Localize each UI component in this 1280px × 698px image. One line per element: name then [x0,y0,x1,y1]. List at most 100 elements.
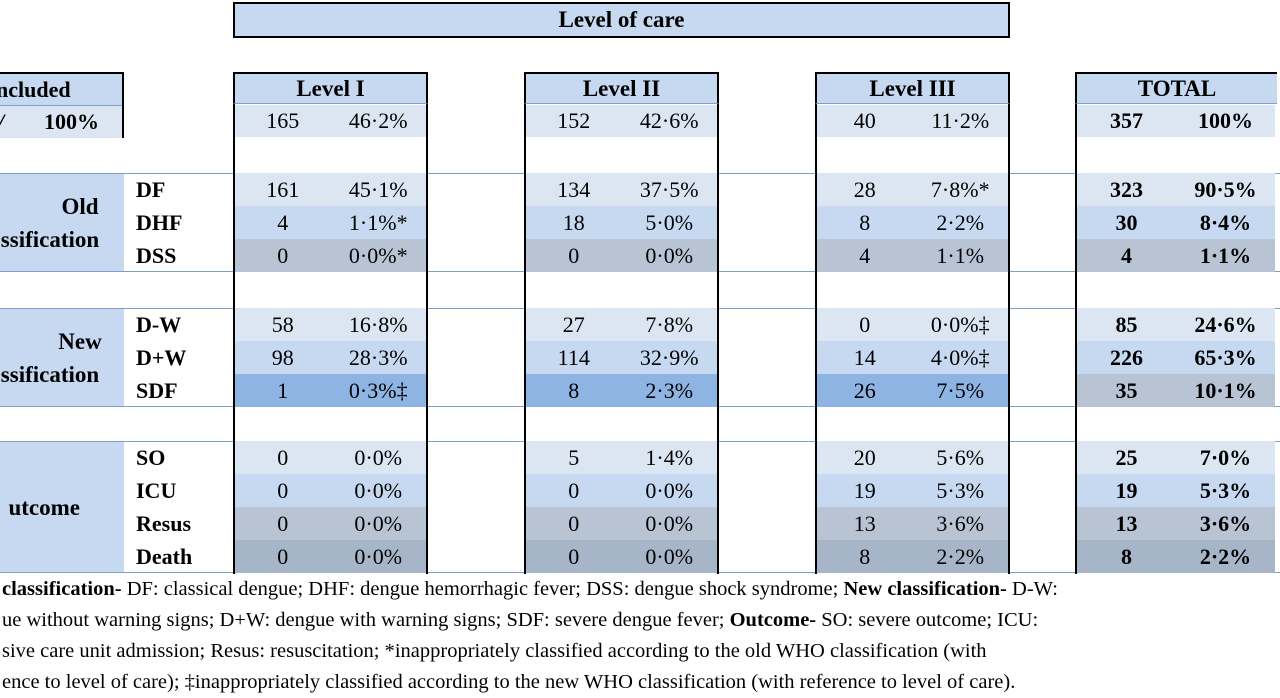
group-label: New ssification [0,308,124,407]
table-row: 20 5·6% [817,441,1008,474]
percent-cell: 0·3%‡ [348,377,408,403]
row-label: SDF [136,377,178,403]
percent-cell: 0·0% [645,477,694,503]
percent-cell: 2·3% [645,377,694,403]
level-n: 357 [1110,108,1143,133]
count-cell: 85 [1115,311,1138,337]
count-cell: 323 [1110,176,1143,202]
count-cell: 8 [859,543,871,569]
row-label: D-W [136,311,182,337]
table-row: 19 5·3% [1077,474,1275,507]
level-n-row: 40 11·2% [817,105,1008,137]
percent-cell: 0·0%‡ [930,311,990,337]
table-row: 13 3·6% [817,507,1008,540]
level-n: 40 [853,108,876,133]
count-cell: 14 [853,344,876,370]
row-label: DSS [136,242,177,268]
table-row: 0 0·0% [526,540,717,573]
level-pct: 100% [1198,108,1253,133]
percent-cell: 5·0% [645,209,694,235]
table-row: 114 32·9% [526,341,717,374]
percent-cell: 2·2% [936,209,985,235]
percent-cell: 8·4% [1199,209,1252,235]
count-cell: 0 [568,477,580,503]
count-cell: 4 [1121,242,1132,268]
percent-cell: 7·8% [645,311,694,337]
percent-cell: 2·2% [936,543,985,569]
included-box: ncluded / 100% [0,72,124,138]
percent-cell: 90·5% [1194,176,1257,202]
percent-cell: 2·2% [1199,543,1252,569]
table-row: 19 5·3% [817,474,1008,507]
percent-cell: 7·0% [1199,444,1252,470]
level-pct: 11·2% [931,108,990,133]
percent-cell: 24·6% [1194,311,1257,337]
percent-cell: 28·3% [348,344,408,370]
count-cell: 0 [277,242,289,268]
table-row: 28 7·8%* [817,173,1008,206]
percent-cell: 0·0% [354,510,403,536]
count-cell: 5 [568,444,580,470]
table-row: 4 1·1% [1077,239,1275,272]
percent-cell: 16·8% [348,311,408,337]
count-cell: 35 [1115,377,1138,403]
footnote-line-4: ence to level of care); ‡inappropriately… [2,671,1016,693]
level-n-row: 165 46·2% [235,105,426,137]
percent-cell: 0·0% [645,242,694,268]
group-label-text: Old [61,193,99,219]
percent-cell: 4·0%‡ [930,344,990,370]
row-label: Death [136,543,193,569]
table-row: 5 1·4% [526,441,717,474]
count-cell: 0 [277,477,289,503]
percent-cell: 10·1% [1194,377,1257,403]
table-row: 0 0·0%* [235,239,426,272]
level-name: Level II [582,75,661,101]
count-cell: 8 [859,209,871,235]
count-cell: 161 [266,176,300,202]
percent-cell: 65·3% [1194,344,1257,370]
table-row: 8 2·2% [817,540,1008,573]
percent-cell: 0·0% [645,543,694,569]
count-cell: 25 [1115,444,1138,470]
count-cell: 98 [271,344,294,370]
count-cell: 30 [1115,209,1138,235]
row-label: Resus [136,510,192,536]
percent-cell: 1·1% [1199,242,1252,268]
percent-cell: 7·5% [936,377,985,403]
table-row: 1 0·3%‡ [235,374,426,407]
count-cell: 0 [277,543,289,569]
table-row: 4 1·1% [817,239,1008,272]
level-header: Level I [233,72,428,104]
count-cell: 8 [1121,543,1132,569]
row-label: DHF [136,209,183,235]
table-row: 226 65·3% [1077,341,1275,374]
count-cell: 19 [1115,477,1138,503]
count-cell: 0 [568,510,580,536]
percent-cell: 0·0% [354,543,403,569]
table-row: 18 5·0% [526,206,717,239]
footnote-line-2: ue without warning signs; D+W: dengue wi… [2,609,1039,631]
percent-cell: 1·4% [645,444,694,470]
level-name: Level III [869,75,956,101]
table-row: 0 0·0% [235,441,426,474]
level-n: 165 [266,108,300,133]
footnote: classification- DF: classical dengue; DH… [2,574,1280,698]
level-header: TOTAL [1075,72,1277,104]
count-cell: 114 [557,344,590,370]
footnote-line-3: sive care unit admission; Resus: resusci… [2,640,987,662]
count-cell: 13 [1115,510,1138,536]
percent-cell: 3·6% [1199,510,1252,536]
level-n-row: 357 100% [1077,105,1275,137]
percent-cell: 1·1% [936,242,985,268]
table-row: 35 10·1% [1077,374,1275,407]
row-label: D+W [136,344,187,370]
included-header: ncluded [0,74,122,106]
count-cell: 19 [853,477,876,503]
table-row: 58 16·8% [235,308,426,341]
table-row: 0 0·0% [526,239,717,272]
count-cell: 27 [562,311,585,337]
table-row: 26 7·5% [817,374,1008,407]
count-cell: 4 [277,209,289,235]
count-cell: 0 [568,242,580,268]
count-cell: 28 [853,176,876,202]
